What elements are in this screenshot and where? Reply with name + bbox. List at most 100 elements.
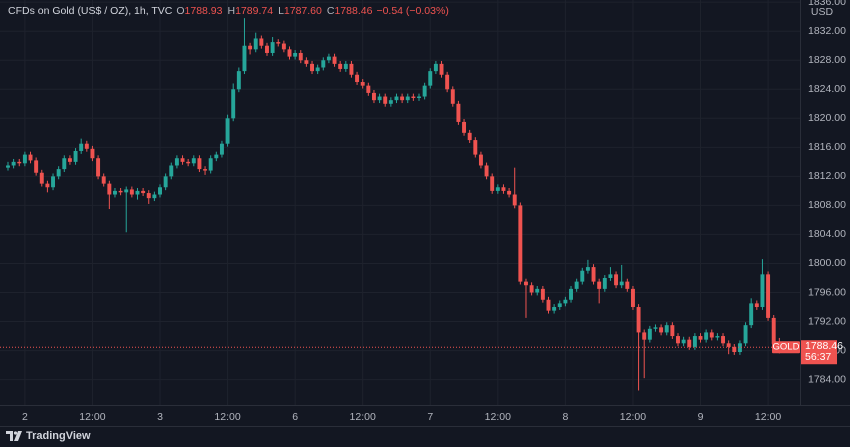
y-tick-label: 1792.00 bbox=[808, 315, 846, 327]
candle-body bbox=[467, 132, 472, 141]
candle-body bbox=[197, 158, 202, 170]
legend: CFDs on Gold (US$ / OZ), 1h, TVC O1788.9… bbox=[8, 5, 449, 17]
candle-body bbox=[169, 165, 174, 177]
candle-body bbox=[495, 187, 500, 191]
candle-body bbox=[310, 63, 314, 72]
candle-body bbox=[158, 187, 162, 195]
candle-body bbox=[692, 336, 697, 347]
candle-body bbox=[569, 288, 573, 300]
candle-body bbox=[383, 96, 388, 104]
candle-body bbox=[743, 325, 748, 344]
candle-body bbox=[96, 158, 101, 177]
candle-body bbox=[484, 165, 489, 177]
candle-body bbox=[405, 96, 410, 101]
field-key: C bbox=[326, 5, 335, 17]
candle-body bbox=[478, 154, 483, 166]
candle-body bbox=[445, 74, 450, 90]
candle-body bbox=[664, 325, 669, 333]
candle-body bbox=[315, 67, 320, 72]
y-tick-label: 1808.00 bbox=[808, 199, 846, 211]
candle-body bbox=[563, 299, 568, 304]
candle-body bbox=[630, 288, 635, 308]
candle-body bbox=[11, 161, 16, 166]
candle-body bbox=[73, 150, 78, 162]
symbol-tag-label: GOLD bbox=[773, 342, 800, 353]
candle-body bbox=[366, 85, 371, 93]
brand[interactable]: TradingView bbox=[6, 430, 91, 442]
candle-body bbox=[462, 121, 467, 133]
candle-body bbox=[34, 160, 39, 173]
candle-body bbox=[186, 161, 191, 164]
symbol: CFDs on Gold (US$ / OZ), 1h, TVC bbox=[8, 5, 173, 17]
candle-body bbox=[270, 42, 275, 53]
candle-body bbox=[422, 85, 427, 97]
candle-body bbox=[737, 343, 742, 353]
candle-body bbox=[625, 281, 630, 289]
candle-body bbox=[39, 172, 44, 184]
field-key: L bbox=[278, 5, 284, 17]
grid bbox=[0, 0, 800, 405]
candle-body bbox=[636, 307, 641, 333]
candle-body bbox=[293, 52, 298, 57]
ohlc-field: C1788.46 bbox=[327, 5, 373, 17]
candle-body bbox=[281, 43, 286, 50]
candle-body bbox=[298, 52, 303, 61]
candle-body bbox=[242, 45, 247, 72]
field-value: 1789.74 bbox=[235, 5, 274, 17]
candle-body bbox=[45, 183, 50, 188]
ohlc-fields: O1788.93 H1789.74 L1787.60 C1788.46 bbox=[176, 5, 372, 17]
candle-body bbox=[101, 176, 106, 184]
candle-body bbox=[766, 274, 771, 318]
candle-body bbox=[276, 42, 281, 44]
ohlc-field: O1788.93 bbox=[176, 5, 222, 17]
candle-body bbox=[535, 288, 540, 293]
candle-body bbox=[90, 148, 95, 159]
candle-body bbox=[681, 339, 686, 344]
candle-body bbox=[546, 299, 551, 311]
currency: USD bbox=[811, 6, 834, 18]
candle-body bbox=[512, 194, 517, 206]
candle-body bbox=[371, 92, 376, 101]
countdown: 56:37 bbox=[805, 351, 831, 363]
candle-body bbox=[259, 38, 264, 46]
candle-body bbox=[557, 303, 562, 308]
candle-body bbox=[287, 49, 292, 57]
candle-body bbox=[518, 205, 523, 282]
candle-body bbox=[580, 270, 585, 282]
x-tick-label: 12:00 bbox=[485, 411, 511, 423]
candle-body bbox=[411, 96, 416, 98]
candle-body bbox=[400, 96, 405, 101]
candle-body bbox=[529, 285, 534, 293]
candle-body bbox=[84, 143, 89, 149]
field-value: 1788.93 bbox=[184, 5, 223, 17]
candle-body bbox=[326, 56, 331, 61]
candle-body bbox=[236, 71, 241, 90]
candle-body bbox=[377, 96, 382, 101]
x-tick-label: 12:00 bbox=[79, 411, 105, 423]
candle-body bbox=[574, 281, 579, 289]
candle-body bbox=[647, 328, 652, 340]
candle-body bbox=[62, 158, 67, 170]
candle-body bbox=[715, 336, 720, 338]
candle-body bbox=[501, 187, 506, 191]
candle-body bbox=[394, 96, 399, 101]
candle-body bbox=[338, 63, 343, 69]
candle-body bbox=[248, 45, 253, 50]
candle-body bbox=[698, 336, 703, 340]
candle-body bbox=[490, 176, 495, 191]
candle-body bbox=[219, 143, 224, 155]
y-tick-label: 1828.00 bbox=[808, 54, 846, 66]
candle-body bbox=[524, 281, 528, 286]
candle-body bbox=[597, 281, 602, 289]
candle-body bbox=[56, 169, 61, 177]
candle-body bbox=[51, 176, 56, 188]
field-value: 1787.60 bbox=[283, 5, 322, 17]
candle-body bbox=[67, 158, 72, 162]
candle-body bbox=[191, 158, 196, 164]
x-tick-label: 9 bbox=[698, 411, 704, 423]
candle-body bbox=[754, 303, 759, 308]
candle-body bbox=[203, 169, 208, 171]
candle-body bbox=[433, 63, 438, 72]
candle-body bbox=[180, 158, 185, 162]
